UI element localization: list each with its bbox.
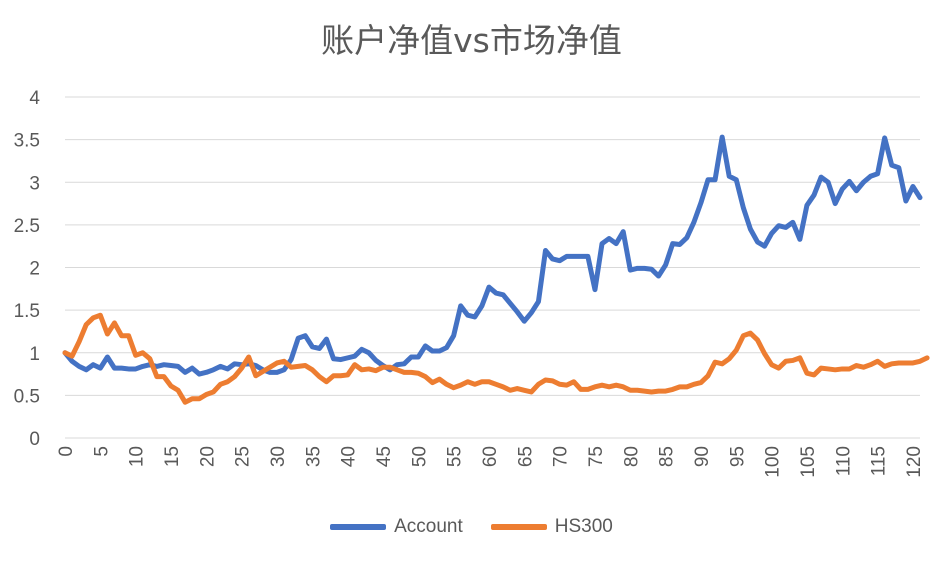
series-line-hs300	[62, 312, 930, 405]
x-tick-label: 95	[727, 446, 748, 467]
legend-label-account: Account	[394, 516, 463, 537]
x-tick-label: 115	[869, 446, 890, 476]
y-tick-label: 3	[29, 173, 40, 194]
x-tick-label: 5	[91, 446, 112, 457]
legend-item-hs300: HS300	[490, 516, 613, 538]
y-tick-label: 1	[29, 344, 40, 365]
series-lines	[62, 134, 930, 405]
x-tick-label: 0	[56, 446, 77, 457]
y-tick-label: 1.5	[14, 301, 40, 322]
x-tick-label: 105	[798, 446, 819, 478]
x-tick-label: 65	[515, 446, 536, 467]
x-tick-label: 50	[409, 446, 430, 467]
x-tick-label: 100	[763, 446, 784, 478]
chart-title: 账户净值vs市场净值	[321, 21, 622, 60]
x-tick-label: 30	[268, 446, 289, 467]
y-tick-label: 3.5	[14, 131, 40, 152]
gridlines	[65, 96, 920, 439]
x-tick-label: 10	[127, 446, 148, 467]
x-tick-label: 80	[621, 446, 642, 467]
x-tick-label: 85	[657, 446, 678, 467]
legend-item-account: Account	[330, 516, 463, 538]
x-axis: 0 5 10 15 20 25 30 35 40 45 50 55 60 65 70 75 80 85 90 95 10…	[56, 446, 925, 478]
x-tick-label: 60	[480, 446, 501, 467]
x-tick-label: 35	[303, 446, 324, 467]
x-tick-label: 110	[833, 446, 854, 476]
y-tick-label: 0	[29, 429, 40, 450]
y-tick-label: 2.5	[14, 216, 40, 237]
legend-swatch-account	[330, 524, 387, 530]
x-tick-label: 75	[586, 446, 607, 467]
x-tick-label: 70	[551, 446, 572, 467]
legend-swatch-hs300	[490, 524, 547, 530]
y-axis: 0 0.5 1 1.5 2 2.5 3 3.5 4	[14, 88, 41, 450]
legend-label-hs300: HS300	[554, 516, 613, 537]
y-tick-label: 4	[29, 88, 40, 109]
series-line-account	[62, 134, 923, 377]
legend: Account HS300	[0, 516, 943, 538]
x-tick-label: 40	[339, 446, 360, 467]
y-tick-label: 0.5	[14, 386, 40, 407]
x-tick-label: 55	[445, 446, 466, 467]
y-tick-label: 2	[29, 259, 40, 280]
x-tick-label: 45	[374, 446, 395, 467]
x-tick-label: 25	[233, 446, 254, 467]
x-tick-label: 20	[197, 446, 218, 467]
x-tick-label: 15	[162, 446, 183, 467]
x-tick-label: 120	[904, 446, 925, 478]
x-tick-label: 90	[692, 446, 713, 467]
